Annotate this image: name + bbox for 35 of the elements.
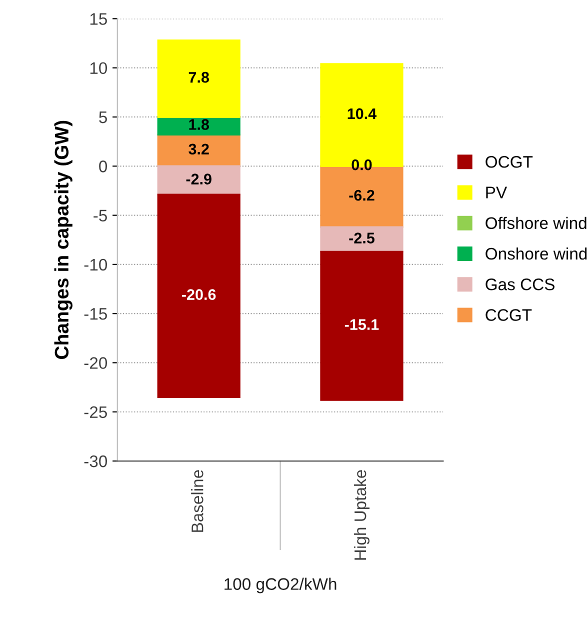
- y-tick-label: -5: [94, 210, 107, 222]
- data-label: -15.1: [344, 319, 379, 330]
- y-tick-label: -20: [84, 357, 108, 369]
- y-tick-label: -10: [84, 258, 108, 271]
- data-label: 1.8: [189, 119, 209, 130]
- y-tick-label: -15: [84, 308, 107, 320]
- x-axis-title: 100 gCO2/kWh: [224, 578, 336, 594]
- bar: [157, 194, 240, 398]
- data-label: 0.0: [352, 159, 372, 170]
- bar: [157, 165, 240, 196]
- data-label: -20.6: [182, 289, 216, 300]
- bar: [157, 39, 240, 118]
- data-label: -2.5: [349, 232, 374, 244]
- legend-label: Offshore wind: [486, 216, 586, 230]
- y-tick-label: 10: [90, 62, 108, 74]
- y-axis-title: Changes in capacity (GW): [54, 120, 72, 359]
- data-label: 10.4: [348, 108, 377, 120]
- legend-label: OCGT: [486, 156, 533, 168]
- legend-label: PV: [486, 186, 508, 198]
- bar: [320, 250, 404, 401]
- legend-label: CCGT: [486, 309, 532, 321]
- y-tick-label: -25: [84, 406, 107, 418]
- data-label: -2.9: [186, 174, 212, 184]
- data-label: 3.2: [188, 144, 209, 155]
- data-label: 7.8: [188, 72, 209, 83]
- y-tick-label: 5: [99, 112, 107, 124]
- bar: [320, 226, 404, 252]
- x-tick-label: Baseline: [191, 470, 204, 532]
- legend-label: Onshore wind: [486, 247, 587, 260]
- x-tick-label: High Uptake: [354, 470, 370, 560]
- y-tick-label: -30: [84, 455, 108, 468]
- y-tick-label: 0: [99, 160, 108, 172]
- legend-label: Gas CCS: [486, 278, 554, 290]
- data-label: -6.2: [349, 190, 374, 201]
- y-tick-label: 15: [90, 13, 107, 25]
